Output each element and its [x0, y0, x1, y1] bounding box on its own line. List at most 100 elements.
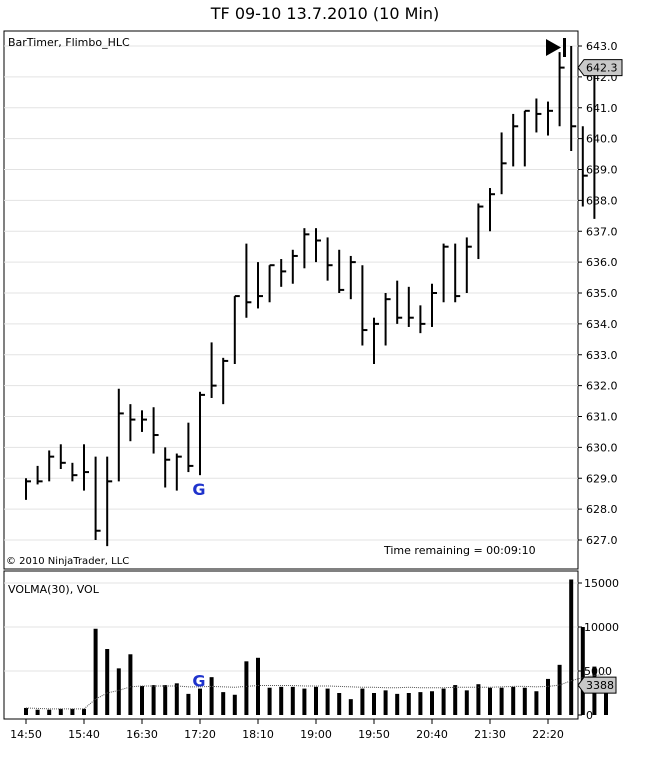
price-gridlines — [4, 45, 578, 541]
price-indicator-label: BarTimer, Flimbo_HLC — [8, 36, 130, 49]
volume-bar — [198, 688, 202, 715]
time-tick-label: 19:50 — [358, 728, 390, 741]
volume-bar — [511, 686, 516, 715]
volume-bar — [279, 686, 284, 715]
volume-bar — [256, 657, 260, 715]
time-tick-label: 19:00 — [300, 728, 332, 741]
volume-bar — [580, 627, 585, 715]
price-tick-label: 629.0 — [586, 472, 618, 485]
time-tick-label: 21:30 — [474, 728, 506, 741]
price-tick-label: 641.0 — [586, 102, 618, 115]
volume-bar — [93, 628, 98, 715]
volume-tick-label: 10000 — [584, 621, 619, 634]
price-tick-label: 639.0 — [586, 164, 618, 177]
volume-bar — [360, 688, 365, 715]
volume-bar — [337, 693, 342, 715]
volume-bar — [383, 690, 388, 715]
price-tick-label: 630.0 — [586, 441, 618, 454]
volume-bar — [244, 661, 249, 715]
volume-bar — [267, 687, 272, 715]
volume-bar — [464, 690, 469, 715]
volume-bar — [325, 688, 330, 715]
volume-bar — [418, 692, 423, 715]
time-remaining-label: Time remaining = 00:09:10 — [383, 544, 536, 557]
time-tick-label: 22:20 — [532, 728, 564, 741]
volume-bar — [441, 688, 446, 715]
svg-text:642.3: 642.3 — [586, 62, 618, 75]
volume-bar — [430, 691, 434, 715]
volume-bar — [557, 664, 562, 715]
price-tick-label: 637.0 — [586, 225, 618, 238]
volume-bar — [522, 687, 527, 715]
volume-bar — [140, 685, 144, 715]
volume-bar — [82, 708, 86, 715]
volume-bar — [534, 691, 539, 715]
price-tick-label: 640.0 — [586, 133, 618, 146]
time-tick-label: 14:50 — [10, 728, 42, 741]
volume-tick-label: 15000 — [584, 577, 619, 590]
volume-bar — [163, 685, 168, 715]
last-volume-tag: 3388 — [577, 676, 617, 694]
time-tick-label: 17:20 — [184, 728, 216, 741]
ohlc-bars — [25, 46, 600, 547]
time-tick-label: 15:40 — [68, 728, 100, 741]
volume-bar — [35, 709, 40, 715]
volume-tick-label: 0 — [586, 709, 593, 722]
price-tick-label: 638.0 — [586, 194, 618, 207]
time-axis-ticks: 14:50 15:40 16:30 17:20 18:10 19:00 19:50 20:40… — [10, 719, 564, 741]
price-tick-label: 632.0 — [586, 380, 618, 393]
volume-bar — [604, 685, 608, 715]
price-tick-label: 643.0 — [586, 40, 618, 53]
volume-bar — [116, 668, 121, 715]
svg-text:3388: 3388 — [586, 679, 614, 692]
bar-timer-marker-icon — [546, 38, 566, 57]
volume-bar — [406, 693, 411, 715]
volume-bar — [209, 677, 214, 715]
price-tick-label: 636.0 — [586, 256, 618, 269]
price-tick-label: 633.0 — [586, 349, 618, 362]
volume-bar — [488, 687, 492, 715]
last-price-tag: 642.3 — [577, 59, 623, 77]
volume-bar — [232, 694, 237, 715]
volume-bar — [569, 579, 574, 715]
volume-g-marker: G — [192, 672, 205, 691]
volume-bar — [174, 683, 179, 715]
volume-bar — [151, 685, 156, 715]
volume-bar — [47, 709, 52, 715]
volume-bar — [314, 686, 318, 715]
volume-bars — [24, 579, 608, 715]
volume-bar — [348, 699, 353, 715]
price-axis-ticks: 643.0642.0641.0640.0639.0638.0637.0636.0… — [578, 40, 618, 547]
price-tick-label: 631.0 — [586, 411, 618, 424]
time-tick-label: 18:10 — [242, 728, 274, 741]
volume-bar — [499, 687, 504, 715]
volume-bar — [221, 692, 226, 715]
volume-bar — [395, 693, 400, 715]
volume-bar — [58, 708, 63, 715]
volume-bar — [128, 654, 133, 715]
chart-title: TF 09-10 13.7.2010 (10 Min) — [210, 4, 440, 23]
volume-bar — [186, 693, 191, 715]
time-tick-label: 20:40 — [416, 728, 448, 741]
volume-tick-label: 5000 — [584, 665, 612, 678]
volume-gridlines — [4, 582, 578, 672]
volume-bar — [476, 684, 481, 715]
volume-bar — [546, 678, 550, 715]
time-tick-label: 16:30 — [126, 728, 158, 741]
volume-indicator-label: VOLMA(30), VOL — [8, 583, 100, 596]
volume-bar — [290, 686, 295, 715]
volume-bar — [70, 708, 75, 715]
volume-bar — [302, 688, 307, 715]
price-panel-frame — [3, 30, 579, 570]
price-tick-label: 634.0 — [586, 318, 618, 331]
volume-bar — [453, 685, 458, 715]
volume-bar — [372, 693, 376, 715]
price-tick-label: 627.0 — [586, 534, 618, 547]
volume-bar — [105, 649, 110, 715]
volume-axis-ticks: 15000 10000 5000 0 — [578, 577, 619, 722]
copyright-label: © 2010 NinjaTrader, LLC — [6, 556, 129, 567]
volume-bar — [24, 707, 28, 715]
price-g-marker: G — [192, 480, 205, 499]
price-tick-label: 628.0 — [586, 503, 618, 516]
